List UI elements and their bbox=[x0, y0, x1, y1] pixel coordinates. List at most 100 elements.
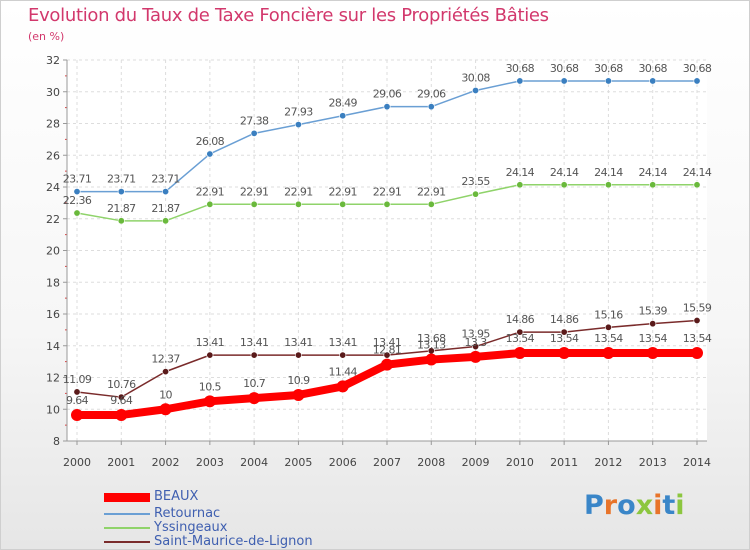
x-tick-label: 2009 bbox=[462, 456, 490, 469]
legend-label-saint-maurice: Saint-Maurice-de-Lignon bbox=[154, 534, 313, 549]
data-label-beaux: 12.81 bbox=[373, 344, 402, 357]
data-point-beaux bbox=[513, 347, 526, 360]
data-label-yssingeaux: 22.91 bbox=[196, 185, 225, 198]
data-point-retournac bbox=[294, 121, 302, 129]
data-label-saint-maurice: 13.68 bbox=[417, 332, 446, 345]
logo-letter: t bbox=[662, 490, 676, 521]
data-point-saint-maurice bbox=[516, 328, 524, 336]
data-label-yssingeaux: 22.91 bbox=[328, 185, 357, 198]
y-tick-label: 8 bbox=[53, 435, 60, 448]
data-label-saint-maurice: 14.86 bbox=[506, 313, 535, 326]
legend-label-yssingeaux: Yssingeaux bbox=[154, 520, 228, 535]
y-tick-label: 30 bbox=[46, 86, 60, 99]
data-point-retournac bbox=[516, 77, 524, 85]
x-tick-label: 2012 bbox=[594, 456, 622, 469]
data-point-retournac bbox=[383, 103, 391, 111]
data-label-beaux: 13.54 bbox=[683, 332, 712, 345]
data-label-beaux: 11.44 bbox=[328, 365, 357, 378]
data-point-saint-maurice bbox=[339, 351, 347, 359]
legend-swatch-retournac bbox=[104, 513, 150, 515]
data-label-retournac: 28.49 bbox=[328, 97, 357, 110]
data-point-retournac bbox=[117, 188, 125, 196]
y-tick-label: 28 bbox=[46, 118, 60, 131]
data-point-saint-maurice bbox=[383, 351, 391, 359]
data-point-yssingeaux bbox=[472, 190, 480, 198]
data-label-retournac: 29.06 bbox=[373, 88, 402, 101]
data-point-yssingeaux bbox=[516, 181, 524, 189]
data-point-beaux bbox=[71, 408, 83, 421]
data-label-retournac: 27.38 bbox=[240, 114, 269, 127]
logo-letter: o bbox=[617, 490, 636, 521]
y-tick-label: 20 bbox=[46, 245, 60, 258]
chart-title: Evolution du Taux de Taxe Foncière sur l… bbox=[28, 5, 549, 26]
data-label-beaux: 13.13 bbox=[417, 339, 446, 352]
data-label-saint-maurice: 13.41 bbox=[196, 336, 225, 349]
data-point-yssingeaux bbox=[294, 200, 302, 208]
data-label-yssingeaux: 22.91 bbox=[240, 185, 269, 198]
data-label-retournac: 23.71 bbox=[107, 173, 136, 186]
proxiti-logo: Proxiti bbox=[584, 490, 685, 521]
data-label-retournac: 30.68 bbox=[683, 62, 712, 75]
x-tick-label: 2000 bbox=[63, 456, 91, 469]
x-tick-label: 2001 bbox=[107, 456, 135, 469]
data-point-retournac bbox=[604, 77, 612, 85]
data-point-beaux bbox=[381, 358, 393, 371]
data-label-beaux: 10.9 bbox=[287, 374, 310, 387]
y-tick-label: 18 bbox=[46, 276, 60, 289]
data-label-yssingeaux: 21.87 bbox=[151, 202, 180, 215]
data-label-yssingeaux: 24.14 bbox=[506, 166, 535, 179]
data-label-retournac: 23.71 bbox=[151, 173, 180, 186]
y-tick-label: 16 bbox=[46, 308, 60, 321]
data-label-yssingeaux: 22.91 bbox=[373, 185, 402, 198]
legend-swatch-yssingeaux bbox=[104, 527, 150, 529]
logo-letter: i bbox=[675, 490, 685, 521]
data-label-saint-maurice: 12.37 bbox=[151, 353, 180, 366]
data-point-saint-maurice bbox=[560, 328, 568, 336]
data-label-retournac: 30.68 bbox=[638, 62, 667, 75]
data-label-beaux: 13.54 bbox=[594, 332, 623, 345]
data-label-saint-maurice: 15.16 bbox=[594, 308, 623, 321]
data-point-yssingeaux bbox=[383, 200, 391, 208]
data-point-beaux bbox=[558, 347, 571, 360]
data-label-yssingeaux: 24.14 bbox=[550, 166, 579, 179]
data-point-beaux bbox=[159, 403, 172, 416]
data-label-saint-maurice: 10.76 bbox=[107, 378, 136, 391]
data-label-beaux: 10.5 bbox=[199, 380, 222, 393]
data-label-saint-maurice: 13.41 bbox=[240, 336, 269, 349]
data-point-beaux bbox=[602, 347, 615, 360]
data-point-retournac bbox=[162, 188, 170, 196]
y-tick-label: 32 bbox=[46, 54, 60, 67]
data-point-saint-maurice bbox=[604, 323, 612, 331]
data-label-beaux: 9.64 bbox=[66, 394, 89, 407]
x-tick-label: 2011 bbox=[550, 456, 578, 469]
data-label-retournac: 23.71 bbox=[63, 173, 92, 186]
data-point-yssingeaux bbox=[339, 200, 347, 208]
y-tick-label: 10 bbox=[46, 403, 60, 416]
legend-swatch-saint-maurice bbox=[104, 541, 150, 543]
data-point-yssingeaux bbox=[162, 217, 170, 225]
data-point-yssingeaux bbox=[73, 209, 81, 217]
logo-letter: P bbox=[584, 490, 604, 521]
data-point-yssingeaux bbox=[117, 217, 125, 225]
data-point-retournac bbox=[339, 112, 347, 120]
data-point-beaux bbox=[469, 350, 482, 363]
data-label-yssingeaux: 24.14 bbox=[683, 166, 712, 179]
data-point-saint-maurice bbox=[472, 343, 480, 351]
data-point-yssingeaux bbox=[604, 181, 612, 189]
data-label-saint-maurice: 13.95 bbox=[461, 328, 490, 341]
data-label-yssingeaux: 23.55 bbox=[461, 175, 490, 188]
data-point-beaux bbox=[425, 353, 438, 366]
data-label-retournac: 27.93 bbox=[284, 106, 313, 119]
data-point-beaux bbox=[292, 388, 305, 401]
data-label-beaux: 9.64 bbox=[110, 394, 133, 407]
data-point-beaux bbox=[115, 408, 128, 421]
y-tick-label: 26 bbox=[46, 149, 60, 162]
data-label-retournac: 29.06 bbox=[417, 88, 446, 101]
data-point-retournac bbox=[472, 86, 480, 94]
y-tick-label: 22 bbox=[46, 213, 60, 226]
data-label-saint-maurice: 11.09 bbox=[63, 373, 92, 386]
data-point-yssingeaux bbox=[250, 200, 258, 208]
data-label-saint-maurice: 15.59 bbox=[683, 302, 712, 315]
